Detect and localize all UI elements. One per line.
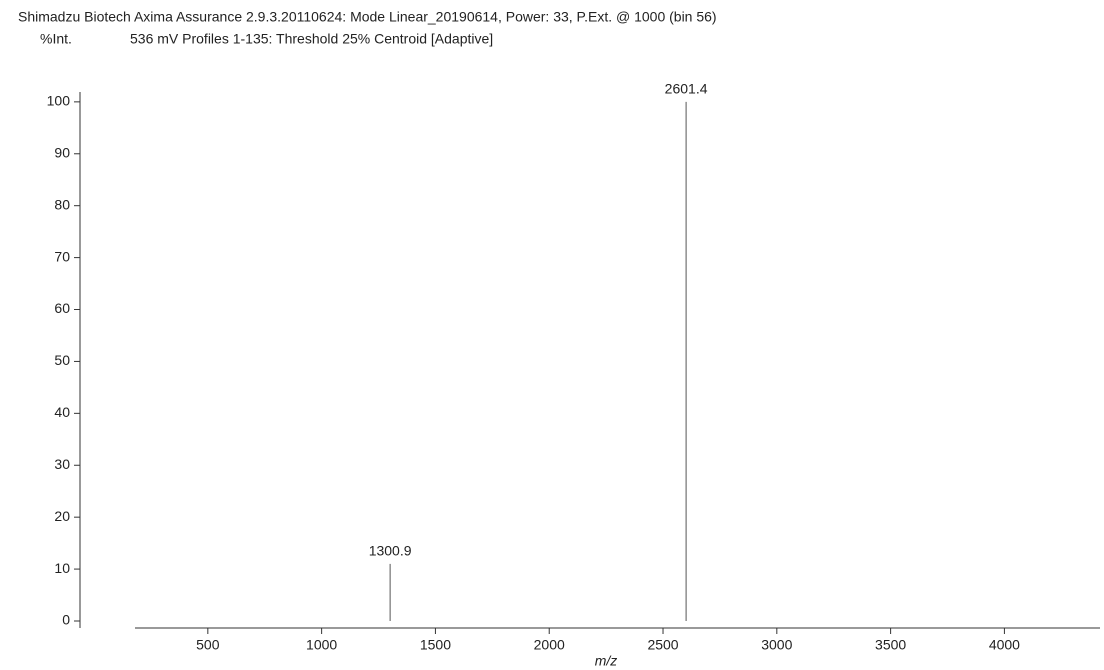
x-tick-label: 3000 bbox=[761, 637, 792, 653]
y-tick-label: 50 bbox=[54, 352, 70, 368]
x-tick-label: 2000 bbox=[534, 637, 565, 653]
y-tick-label: 100 bbox=[47, 93, 71, 109]
y-tick-label: 30 bbox=[54, 456, 70, 472]
y-tick-label: 10 bbox=[54, 560, 70, 576]
y-tick-label: 80 bbox=[54, 196, 70, 212]
x-tick-label: 4000 bbox=[989, 637, 1020, 653]
y-tick-label: 0 bbox=[62, 612, 70, 628]
x-axis-label: m/z bbox=[595, 653, 618, 669]
x-tick-label: 1000 bbox=[306, 637, 337, 653]
y-tick-label: 40 bbox=[54, 404, 70, 420]
x-tick-label: 500 bbox=[196, 637, 220, 653]
chart-title: Shimadzu Biotech Axima Assurance 2.9.3.2… bbox=[18, 9, 717, 25]
y-axis-label: %Int. bbox=[40, 31, 72, 47]
x-tick-label: 2500 bbox=[647, 637, 678, 653]
y-tick-label: 60 bbox=[54, 300, 70, 316]
peak-label: 1300.9 bbox=[369, 543, 412, 559]
peak-label: 2601.4 bbox=[665, 81, 708, 97]
chart-subtitle: 536 mV Profiles 1-135: Threshold 25% Cen… bbox=[130, 31, 493, 47]
y-tick-label: 90 bbox=[54, 144, 70, 160]
y-tick-label: 20 bbox=[54, 508, 70, 524]
x-tick-label: 3500 bbox=[875, 637, 906, 653]
y-tick-label: 70 bbox=[54, 248, 70, 264]
x-tick-label: 1500 bbox=[420, 637, 451, 653]
